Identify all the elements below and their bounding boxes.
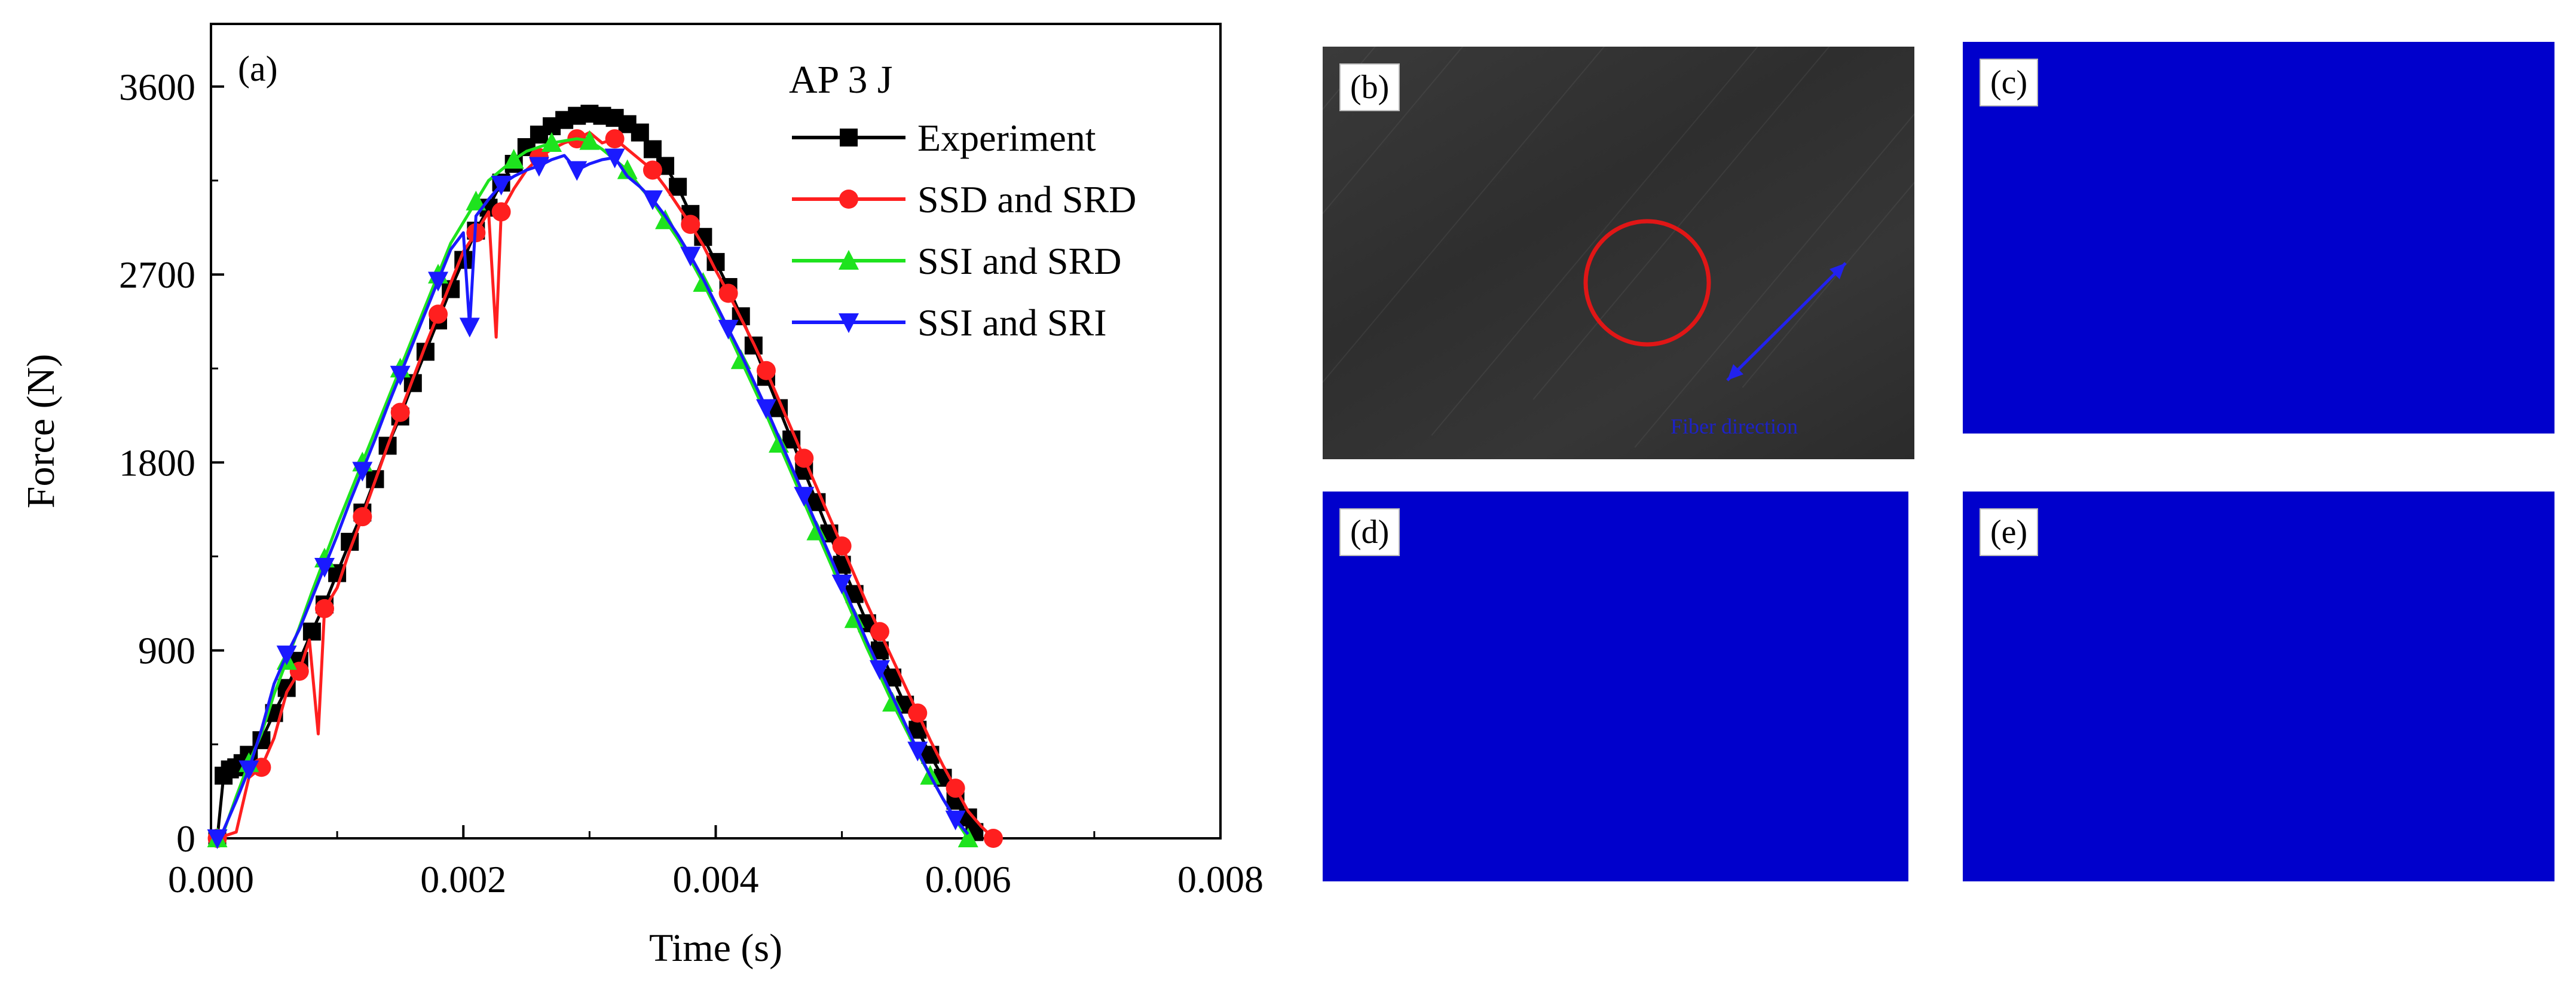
- x-tick-label: 0.000: [168, 858, 254, 901]
- x-tick-label: 0.006: [925, 858, 1011, 901]
- damage-circle: [1583, 219, 1711, 347]
- series-ssd-and-srd: [207, 129, 1003, 848]
- data-point: [831, 574, 852, 594]
- series-line: [216, 112, 976, 839]
- legend-label: SSI and SRI: [917, 301, 1107, 344]
- data-point: [466, 190, 487, 210]
- panel-a-label: (a): [238, 49, 278, 88]
- data-point: [945, 810, 966, 831]
- legend-swatch-marker: [839, 313, 859, 333]
- y-tick-label: 3600: [119, 66, 195, 108]
- data-point: [605, 129, 625, 149]
- legend-label: Experiment: [917, 117, 1096, 159]
- data-point: [869, 660, 890, 680]
- data-point: [643, 160, 662, 180]
- data-point: [353, 507, 372, 527]
- legend-item: Experiment: [792, 117, 1096, 159]
- x-tick-label: 0.008: [1177, 858, 1263, 901]
- data-point: [579, 130, 600, 150]
- data-point: [315, 599, 335, 618]
- data-point: [390, 365, 411, 386]
- y-tick-label: 2700: [119, 254, 195, 296]
- data-point: [390, 402, 410, 422]
- data-point: [459, 318, 480, 338]
- data-point: [755, 399, 776, 419]
- data-point: [946, 779, 965, 798]
- data-point: [352, 462, 373, 482]
- series-line: [216, 137, 969, 840]
- y-axis-label: Force (N): [19, 354, 63, 508]
- legend-item: SSI and SRI: [792, 301, 1107, 344]
- data-point: [491, 202, 511, 222]
- data-point: [617, 159, 638, 179]
- panel-b-label: (b): [1339, 63, 1400, 111]
- panel-b-photo: Fiber direction (b): [1323, 47, 1914, 459]
- data-point: [567, 161, 588, 181]
- data-point: [680, 246, 701, 267]
- y-tick-label: 900: [138, 630, 195, 672]
- data-point: [908, 703, 928, 723]
- data-point: [643, 140, 662, 158]
- data-point: [681, 215, 700, 234]
- legend-swatch-marker: [840, 129, 858, 146]
- legend: AP 3 J Experiment SSD and SRD SSI and SRD SS…: [789, 58, 1136, 344]
- data-point: [669, 178, 687, 196]
- legend-label: SSD and SRD: [917, 178, 1136, 221]
- data-point: [302, 622, 321, 641]
- data-point: [314, 558, 335, 578]
- series-experiment: [208, 105, 984, 847]
- data-point: [541, 132, 562, 152]
- fiber-direction-arrow: [1726, 262, 1847, 381]
- data-point: [276, 645, 297, 666]
- data-point: [794, 487, 815, 507]
- legend-label: SSI and SRD: [917, 240, 1121, 282]
- legend-title: AP 3 J: [789, 58, 893, 102]
- series-ssi-and-sri: [207, 148, 969, 849]
- data-point: [957, 828, 978, 847]
- panel-d-contour: (d): [1323, 492, 1908, 881]
- data-point: [832, 536, 852, 556]
- panel-e-contour: (e): [1963, 492, 2554, 881]
- legend-swatch-marker: [839, 190, 858, 209]
- data-point: [642, 190, 663, 210]
- panel-b-overlay: [1583, 219, 1847, 381]
- data-point: [604, 148, 625, 169]
- data-point: [870, 622, 889, 642]
- force-time-chart: 0.000 0.002 0.004 0.006 0.008 0 900 1800 2700 360…: [19, 23, 1263, 970]
- y-tick-label: 1800: [119, 441, 195, 484]
- legend-item: SSD and SRD: [792, 178, 1136, 221]
- data-point: [429, 304, 448, 324]
- series-ssi-and-srd: [207, 130, 978, 847]
- data-point: [428, 271, 449, 292]
- panel-c-contour: (c): [1963, 42, 2554, 434]
- data-point: [631, 123, 649, 142]
- x-axis-label: Time (s): [649, 926, 782, 970]
- legend-item: SSI and SRD: [792, 240, 1121, 282]
- data-point: [491, 175, 512, 196]
- series-line: [216, 154, 969, 840]
- series-line: [216, 131, 995, 840]
- panel-c-label: (c): [1980, 59, 2039, 106]
- data-point: [503, 149, 524, 169]
- data-point: [718, 283, 738, 303]
- x-tick-label: 0.002: [420, 858, 506, 901]
- data-point: [238, 760, 259, 780]
- fiber-direction-label: Fiber direction: [1671, 414, 1798, 438]
- data-point: [794, 448, 814, 468]
- legend-swatch-marker: [839, 250, 859, 270]
- panel-e-label: (e): [1980, 508, 2039, 556]
- x-tick-label: 0.004: [673, 858, 759, 901]
- data-point: [983, 829, 1003, 848]
- y-tick-label: 0: [176, 817, 195, 860]
- data-point: [718, 319, 739, 340]
- data-point: [207, 829, 228, 849]
- data-point: [528, 157, 549, 177]
- panel-d-label: (d): [1339, 508, 1400, 556]
- data-point: [756, 361, 776, 380]
- plot-area: 0.000 0.002 0.004 0.006 0.008 0 900 1800 2700 360…: [19, 23, 1263, 970]
- data-point: [907, 741, 928, 762]
